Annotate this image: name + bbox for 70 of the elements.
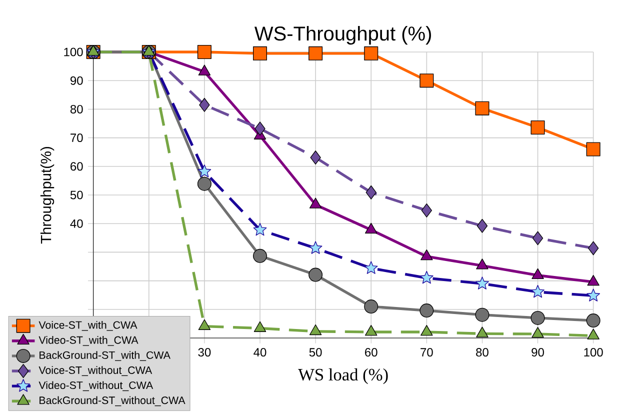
x-tick-label: 30 <box>198 348 211 357</box>
point <box>254 122 266 136</box>
x-tick-label: 50 <box>309 348 322 357</box>
legend-label: BackGround-ST_with_CWA <box>40 351 170 361</box>
point <box>532 268 544 280</box>
point <box>366 185 376 200</box>
point <box>532 326 544 338</box>
point <box>253 222 267 236</box>
point <box>420 74 434 88</box>
x-tick-label: 70 <box>420 348 433 357</box>
legend-label: BackGround-ST_without_CWA <box>40 396 186 406</box>
point <box>308 241 322 254</box>
point <box>530 120 545 135</box>
point <box>198 319 211 330</box>
point <box>587 328 600 340</box>
point <box>308 268 323 282</box>
point <box>254 321 266 332</box>
point <box>587 274 600 286</box>
point <box>586 314 600 328</box>
point <box>199 98 210 112</box>
chart-title: WS-Throughput (%) <box>254 26 431 45</box>
legend-label: Video-ST_with_CWA <box>38 336 138 346</box>
x-axis-title: WS load (%) <box>298 368 388 384</box>
point <box>476 326 488 338</box>
x-tick-label: 40 <box>254 348 266 357</box>
point <box>253 46 267 60</box>
legend-label: Voice-ST_without_CWA <box>38 366 152 376</box>
y-tick-label: 80 <box>70 104 83 114</box>
legend-label: Voice-ST_with_CWA <box>38 320 138 331</box>
legend-label: Video-ST_without_CWA <box>38 381 154 392</box>
y-tick-label: 50 <box>70 190 83 200</box>
point <box>476 258 488 270</box>
point <box>421 203 432 218</box>
point <box>310 150 321 165</box>
point <box>476 276 489 290</box>
y-axis-title: Throughput(%) <box>40 147 54 244</box>
point <box>364 300 378 314</box>
x-tick-label: 90 <box>532 348 544 357</box>
point <box>476 218 488 233</box>
point <box>420 304 434 318</box>
point <box>588 241 599 256</box>
point <box>364 261 378 274</box>
x-tick-label: 100 <box>584 348 603 357</box>
point <box>530 310 545 325</box>
point <box>197 44 212 59</box>
y-tick-label: 90 <box>70 76 83 85</box>
point <box>475 308 490 322</box>
point <box>309 198 322 208</box>
point <box>420 324 433 336</box>
point <box>586 142 600 156</box>
point <box>365 324 378 336</box>
point <box>308 46 323 60</box>
point <box>420 249 433 260</box>
point <box>365 222 378 234</box>
point <box>309 324 322 336</box>
point <box>253 248 267 263</box>
point <box>420 270 434 284</box>
point <box>531 284 544 298</box>
point <box>198 164 212 178</box>
y-tick-label: 100 <box>64 48 83 56</box>
point <box>364 46 378 60</box>
y-tick-label: 40 <box>70 219 83 228</box>
x-tick-label: 60 <box>365 348 378 357</box>
x-tick-label: 80 <box>476 348 488 357</box>
y-tick-label: 60 <box>70 162 83 171</box>
point <box>586 288 600 302</box>
y-tick-label: 70 <box>70 134 83 142</box>
point <box>197 176 212 191</box>
point <box>532 231 544 246</box>
point <box>475 101 490 116</box>
